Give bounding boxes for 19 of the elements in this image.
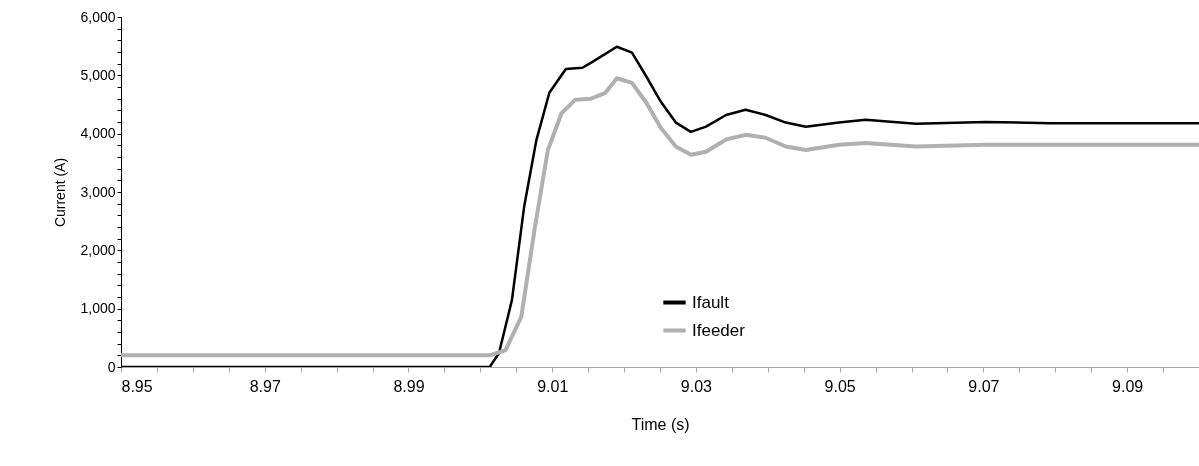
x-tick-label: 8.97: [249, 377, 281, 395]
x-tick-label: 8.95: [121, 377, 153, 395]
x-axis-title: Time (s): [631, 415, 690, 433]
legend-label: Ifault: [692, 292, 730, 312]
legend-label: Ifeeder: [692, 320, 746, 340]
x-tick-label: 8.99: [393, 377, 425, 395]
x-tick-label: 9.05: [824, 377, 856, 395]
y-tick-label: 5,000: [80, 66, 116, 83]
y-tick-label: 4,000: [80, 125, 116, 142]
x-tick-label: 9.01: [537, 377, 569, 395]
y-tick-label: 0: [107, 358, 116, 375]
x-tick-label: 9.07: [968, 377, 1000, 395]
y-axis-title: Current (A): [52, 157, 69, 228]
y-tick-label: 6,000: [80, 8, 116, 25]
y-tick-label: 1,000: [80, 300, 116, 317]
y-tick-label: 2,000: [80, 241, 116, 258]
y-tick-label: 3,000: [80, 183, 116, 200]
x-tick-label: 9.09: [1112, 377, 1144, 395]
x-tick-label: 9.03: [680, 377, 713, 395]
